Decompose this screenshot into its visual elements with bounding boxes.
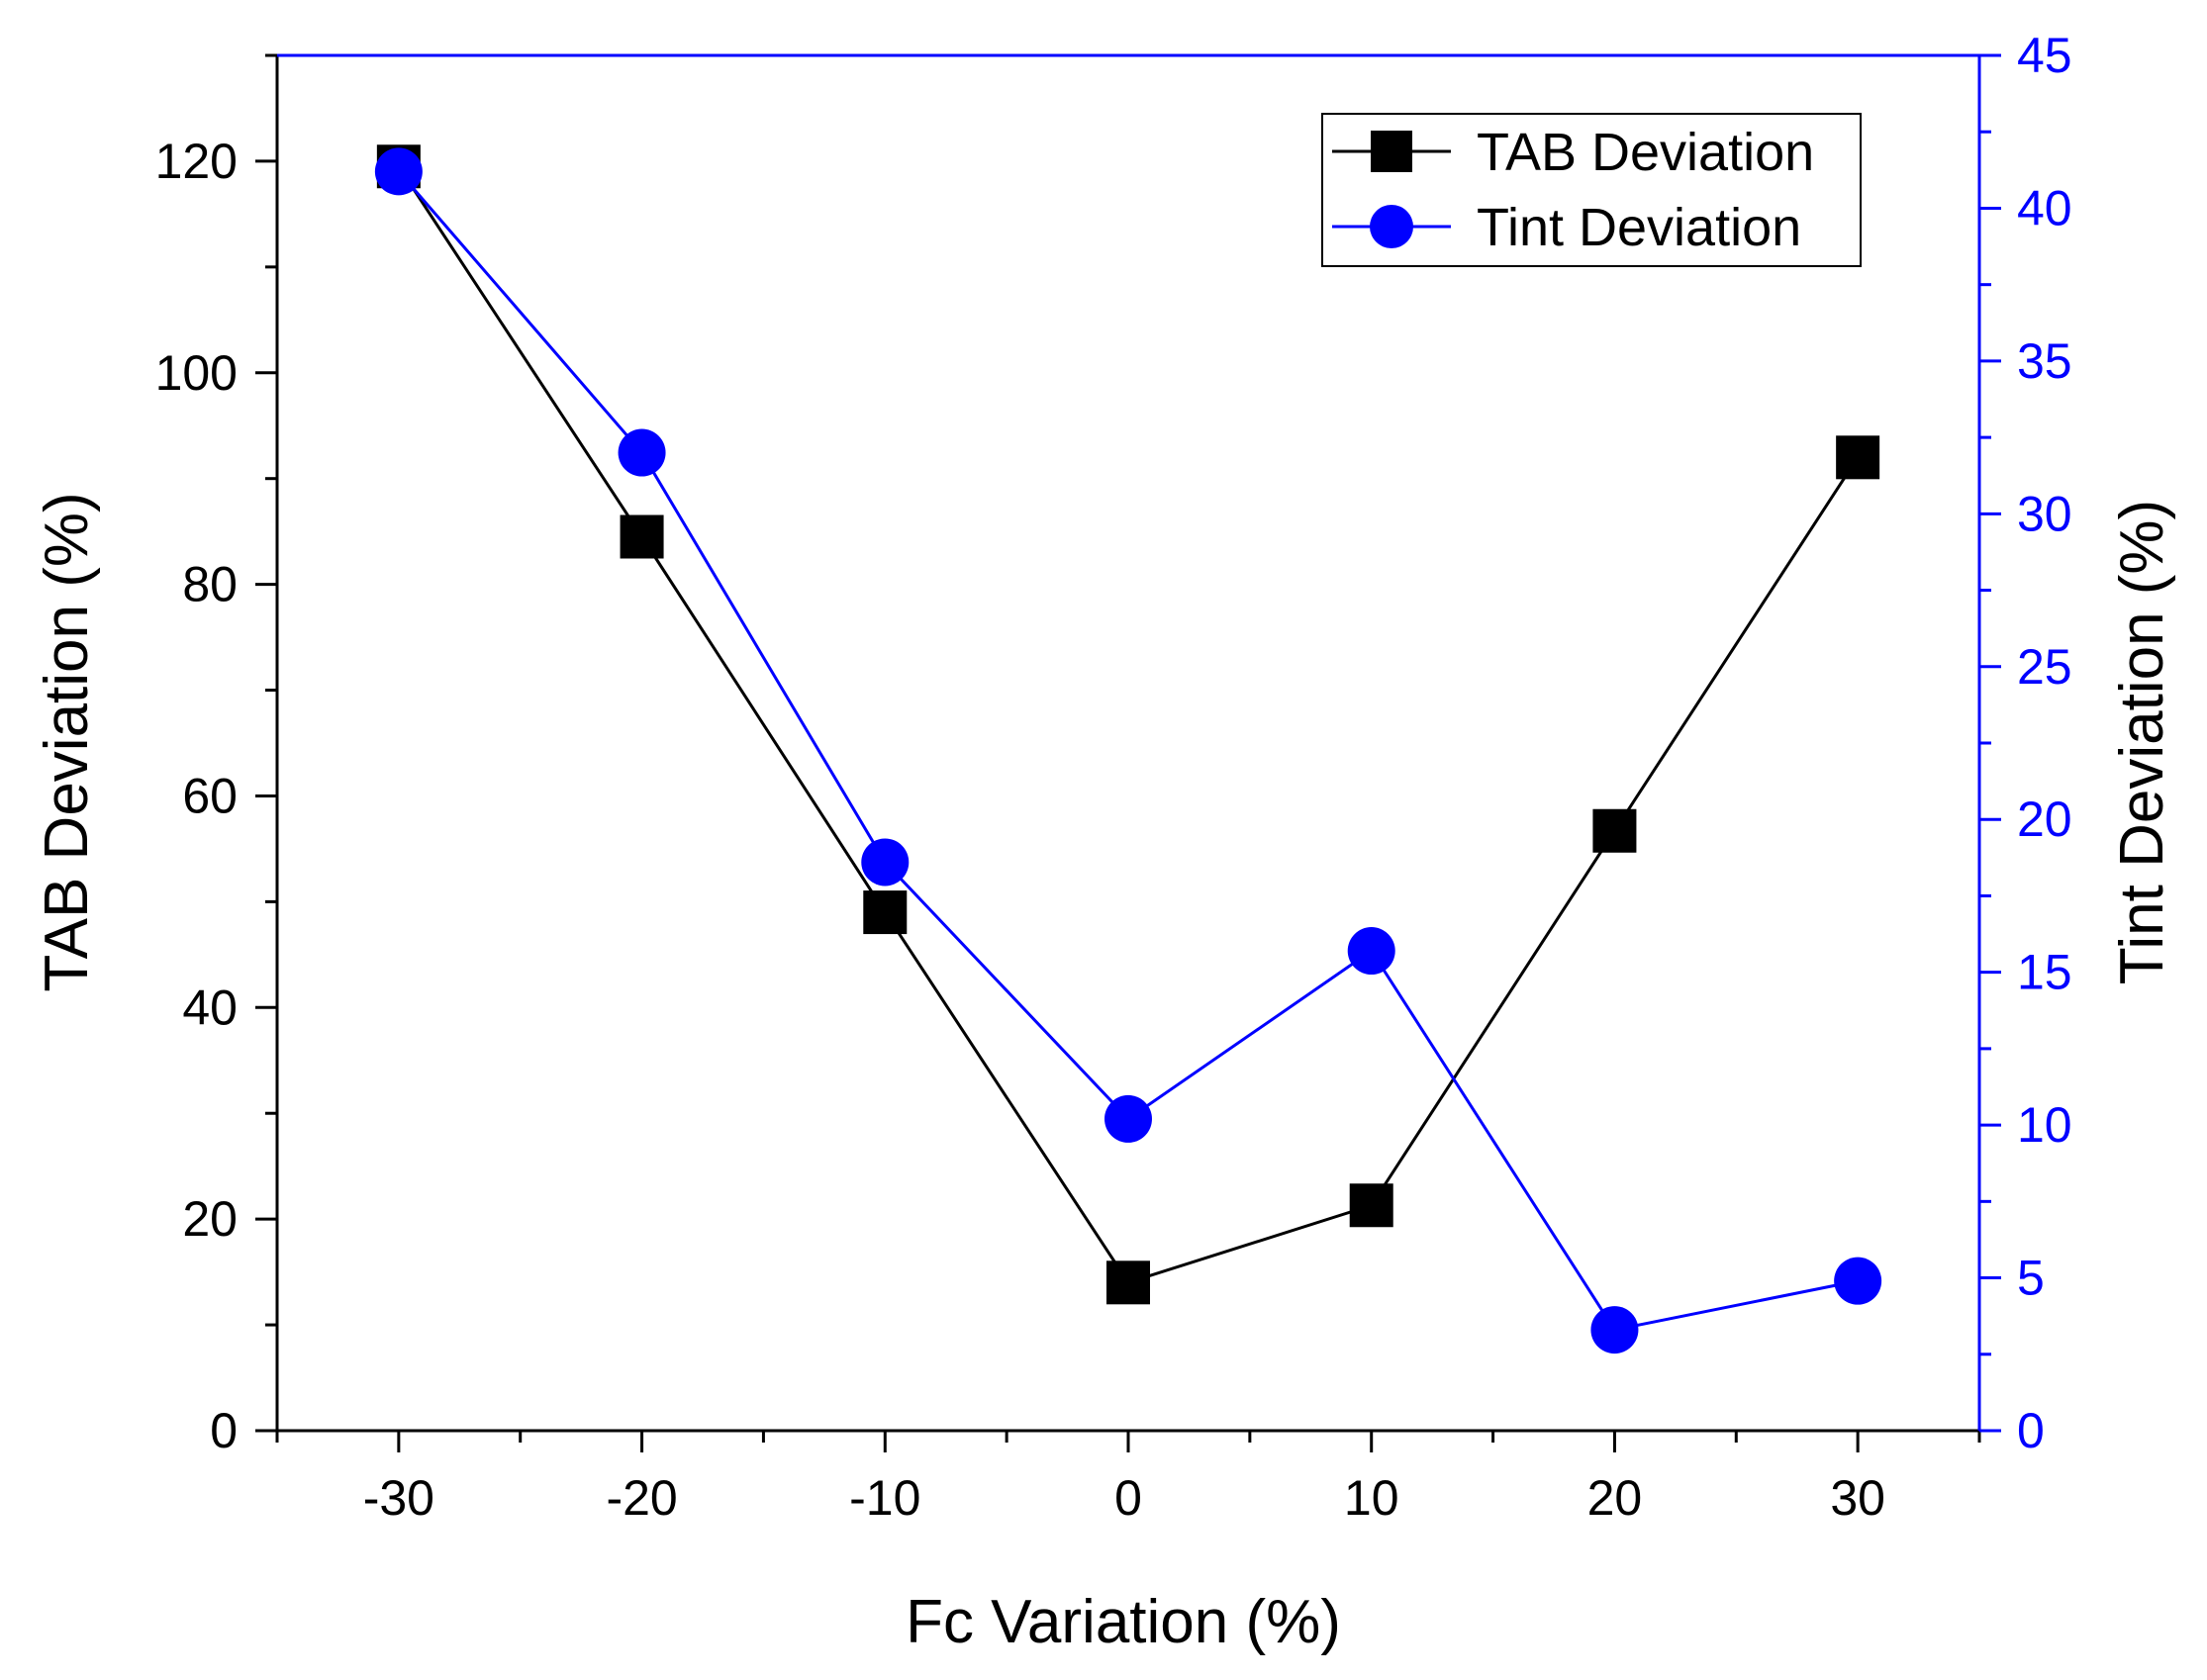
y2-tick-label: 15 — [2017, 945, 2072, 1000]
axes: -30 -20 -10 0 10 20 30 0 20 40 60 80 100 120 0 5 10 15 20 2… — [155, 28, 2072, 1526]
tint-deviation-point — [1104, 1094, 1152, 1143]
y2-tick-label: 10 — [2017, 1097, 2072, 1153]
y2-tick-label: 45 — [2017, 28, 2072, 83]
tint-deviation-line — [397, 170, 1859, 1332]
tint-deviation-point — [618, 428, 666, 477]
tab-deviation-point — [1349, 1183, 1393, 1228]
legend-tint-deviation-marker — [1370, 205, 1413, 248]
x-tick-label: 0 — [1114, 1470, 1142, 1526]
y2-tick-label: 25 — [2017, 639, 2072, 695]
legend-tint-deviation-label: Tint Deviation — [1477, 198, 1801, 257]
tab-deviation-point — [1592, 808, 1637, 853]
tab-deviation-point — [863, 890, 908, 935]
y2-axis-title: Tint Deviation (%) — [2108, 500, 2176, 984]
tint-deviation-point — [861, 838, 910, 887]
tint-deviation-point — [1590, 1306, 1639, 1354]
y-tick-label: 120 — [155, 134, 238, 189]
x-tick-label: -20 — [606, 1470, 677, 1526]
legend: TAB Deviation Tint Deviation — [1321, 113, 1862, 267]
tab-deviation-point — [620, 514, 664, 559]
tint-deviation-point — [1347, 927, 1395, 976]
legend-tab-deviation-marker — [1371, 131, 1412, 172]
y2-tick-label: 30 — [2017, 486, 2072, 541]
y-axis-title: TAB Deviation (%) — [33, 492, 101, 991]
x-axis-title: Fc Variation (%) — [906, 1588, 1341, 1656]
y2-tick-label: 20 — [2017, 792, 2072, 847]
y-tick-label: 100 — [155, 345, 238, 401]
x-tick-label: 10 — [1344, 1470, 1399, 1526]
y-tick-label: 0 — [210, 1403, 238, 1458]
axis-titles: Fc Variation (%) TAB Deviation (%) Tint … — [33, 492, 2176, 1656]
y-tick-label: 60 — [182, 768, 238, 823]
y2-tick-label: 0 — [2017, 1403, 2045, 1458]
x-tick-label: -30 — [363, 1470, 434, 1526]
x-tick-label: 20 — [1587, 1470, 1643, 1526]
legend-tab-deviation-label: TAB Deviation — [1477, 123, 1814, 182]
y-tick-label: 80 — [182, 557, 238, 612]
tint-deviation-point — [1834, 1257, 1882, 1305]
y-tick-label: 20 — [182, 1191, 238, 1247]
y2-tick-label: 35 — [2017, 333, 2072, 389]
tab-deviation-point — [1106, 1260, 1150, 1305]
tint-deviation-point — [374, 147, 423, 196]
y2-tick-label: 40 — [2017, 180, 2072, 235]
y2-tick-label: 5 — [2017, 1251, 2045, 1306]
tab-deviation-point — [1836, 435, 1880, 480]
x-tick-label: 30 — [1830, 1470, 1885, 1526]
x-tick-label: -10 — [849, 1470, 920, 1526]
y-tick-label: 40 — [182, 980, 238, 1035]
series-layer — [374, 144, 1882, 1354]
